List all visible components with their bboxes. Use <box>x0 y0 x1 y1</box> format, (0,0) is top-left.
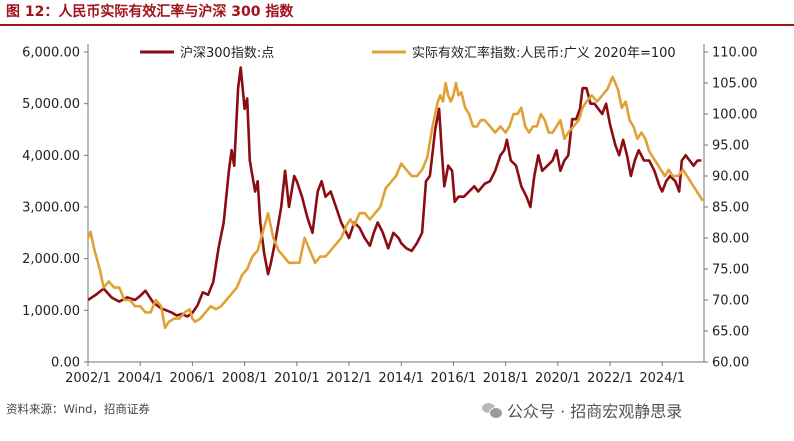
x-tick-label: 2020/1 <box>535 371 581 386</box>
hs300-line <box>88 68 701 317</box>
chart-legend: 沪深300指数:点 实际有效汇率指数:人民币:广义 2020年=100 <box>140 45 676 61</box>
x-tick-label: 2018/1 <box>483 371 529 386</box>
watermark-text: 公众号 · 招商宏观静思录 <box>507 398 682 422</box>
y2-tick-label: 65.00 <box>712 325 749 340</box>
source-note: 资料来源：Wind，招商证券 <box>6 401 150 417</box>
y2-tick-label: 70.00 <box>712 294 749 309</box>
y-tick-label: 6,000.00 <box>22 46 80 61</box>
x-tick-label: 2002/1 <box>65 371 111 386</box>
y2-tick-label: 95.00 <box>712 139 749 154</box>
legend-label-hs300: 沪深300指数:点 <box>180 45 274 61</box>
y2-tick-label: 75.00 <box>712 263 749 278</box>
y2-tick-label: 85.00 <box>712 201 749 216</box>
x-tick-label: 2016/1 <box>431 371 477 386</box>
x-tick-label: 2024/1 <box>639 371 685 386</box>
y2-tick-label: 90.00 <box>712 170 749 185</box>
chart-lines <box>88 68 703 328</box>
y-tick-label: 2,000.00 <box>22 252 80 267</box>
y2-tick-label: 105.00 <box>712 77 758 92</box>
watermark: 公众号 · 招商宏观静思录 <box>482 398 682 422</box>
x-tick-label: 2014/1 <box>378 371 424 386</box>
y-tick-label: 3,000.00 <box>22 201 80 216</box>
y2-tick-label: 60.00 <box>712 356 749 371</box>
x-tick-label: 2004/1 <box>117 371 163 386</box>
x-tick-label: 2022/1 <box>587 371 633 386</box>
x-tick-label: 2008/1 <box>222 371 268 386</box>
y-tick-label: 1,000.00 <box>22 304 80 319</box>
x-tick-label: 2006/1 <box>170 371 216 386</box>
wechat-icon <box>482 402 502 418</box>
legend-label-reer: 实际有效汇率指数:人民币:广义 2020年=100 <box>412 45 676 61</box>
y2-tick-label: 100.00 <box>712 108 758 123</box>
y-tick-label: 5,000.00 <box>22 97 80 112</box>
y-tick-label: 0.00 <box>51 356 80 371</box>
reer-line <box>88 77 703 328</box>
y-tick-label: 4,000.00 <box>22 149 80 164</box>
y2-tick-label: 110.00 <box>712 46 758 61</box>
chart-axes: 0.00 1,000.00 2,000.00 3,000.00 4,000.00 5,00… <box>22 44 757 386</box>
dual-axis-line-chart: 0.00 1,000.00 2,000.00 3,000.00 4,000.00 5,00… <box>0 0 794 400</box>
x-tick-label: 2010/1 <box>274 371 320 386</box>
x-tick-label: 2012/1 <box>326 371 372 386</box>
y2-tick-label: 80.00 <box>712 232 749 247</box>
